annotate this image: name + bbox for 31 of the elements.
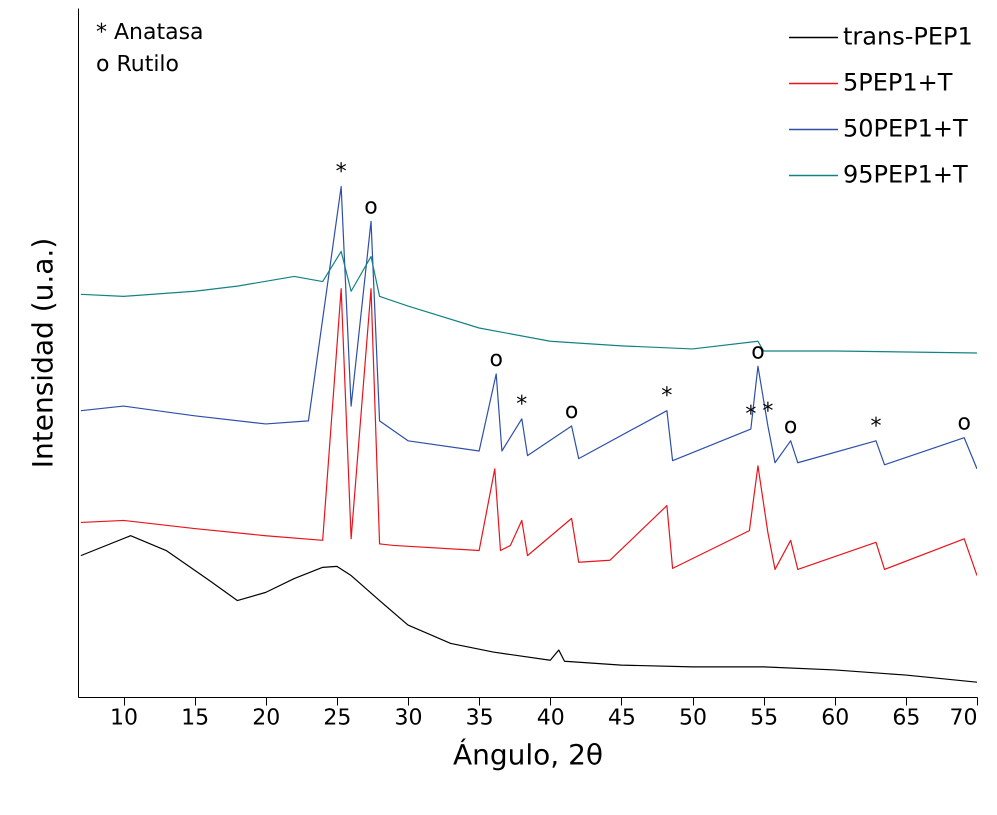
legend-label: trans-PEP1 bbox=[843, 22, 973, 50]
annotation: * bbox=[661, 384, 672, 409]
x-tick-label: 30 bbox=[394, 706, 423, 730]
x-tick-label: 65 bbox=[892, 706, 920, 730]
x-tick-label: 20 bbox=[252, 706, 280, 730]
x-tick-label: 45 bbox=[608, 706, 636, 730]
x-tick-label: 10 bbox=[110, 706, 138, 730]
annotation: o bbox=[564, 398, 578, 424]
legend-label: 50PEP1+T bbox=[843, 114, 968, 142]
text: o Rutilo bbox=[96, 52, 180, 77]
legend-label: 95PEP1+T bbox=[843, 160, 968, 188]
y-axis-title: Intensidad (u.a.) bbox=[26, 238, 60, 468]
x-axis-title: Ángulo, 2θ bbox=[452, 738, 604, 772]
annotation: * bbox=[870, 414, 882, 439]
legend-label: 5PEP1+T bbox=[843, 68, 953, 96]
x-tick-label: 50 bbox=[679, 706, 708, 730]
annotation: o bbox=[751, 339, 765, 364]
annotation: * bbox=[336, 160, 347, 185]
x-tick-label: 70 bbox=[950, 706, 978, 730]
annotation: o bbox=[364, 194, 378, 220]
annotation: o bbox=[489, 346, 503, 372]
x-tick-label: 35 bbox=[466, 706, 494, 730]
x-tick-label: 40 bbox=[536, 706, 565, 730]
x-tick-label: 60 bbox=[821, 706, 850, 730]
annotation: * bbox=[516, 392, 528, 417]
annotation: o bbox=[957, 410, 971, 436]
text: * Anatasa bbox=[96, 20, 204, 45]
x-tick-label: 25 bbox=[323, 706, 352, 730]
x-tick-label: 55 bbox=[750, 706, 778, 730]
x-tick-label: 15 bbox=[181, 706, 210, 730]
annotation: o bbox=[784, 414, 798, 439]
